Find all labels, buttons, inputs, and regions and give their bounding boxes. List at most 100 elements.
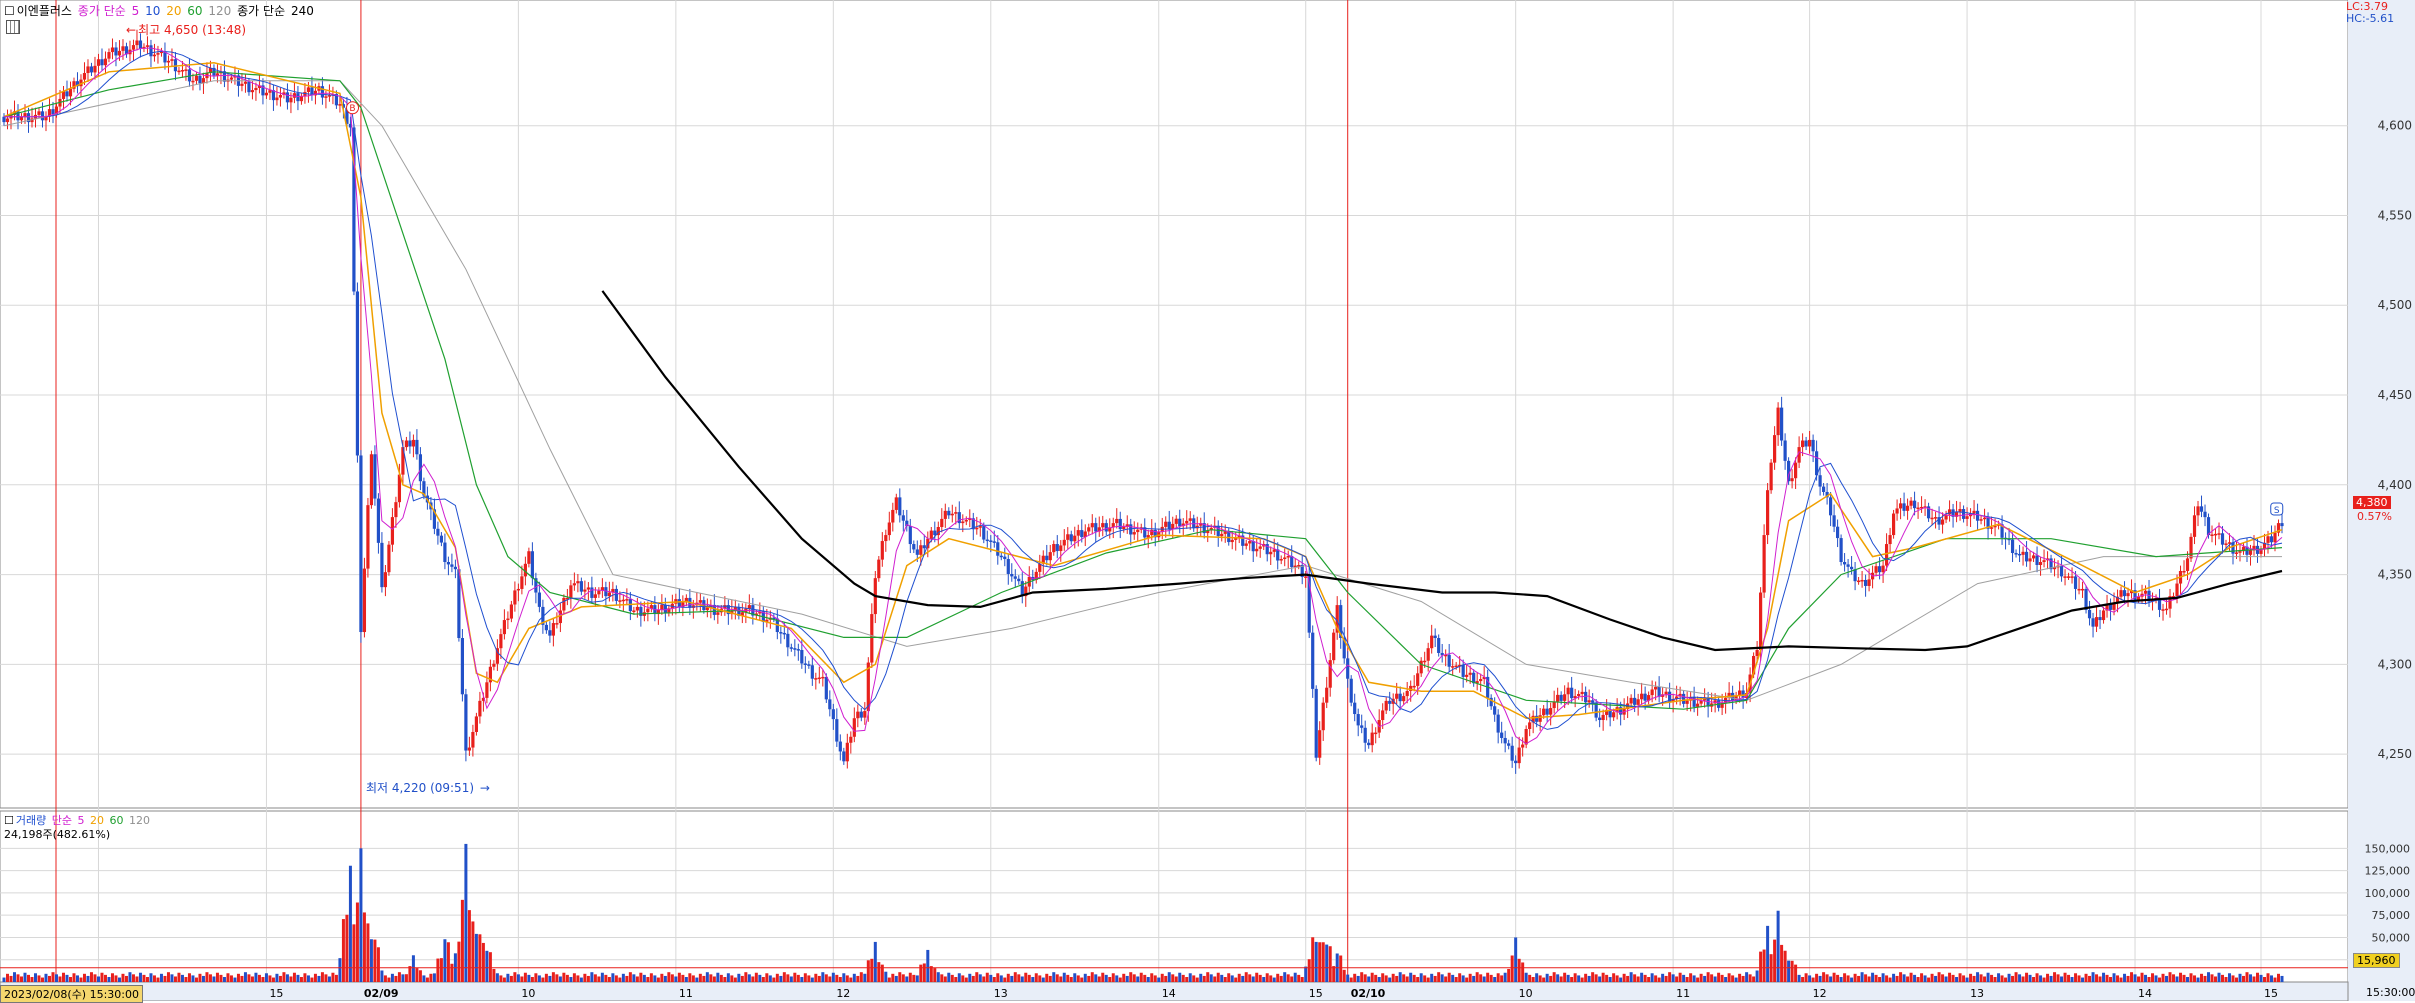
- volume-bar: [541, 977, 545, 982]
- candle-body: [859, 711, 863, 718]
- volume-tick-label: 50,000: [2372, 931, 2411, 944]
- volume-bar: [2133, 974, 2137, 982]
- candle-body: [1290, 556, 1294, 568]
- candle-body: [1835, 526, 1840, 539]
- candle-body: [47, 109, 52, 117]
- volume-bar: [2179, 972, 2183, 982]
- candle-body: [1433, 635, 1437, 639]
- volume-bar: [369, 939, 373, 982]
- volume-bar: [999, 975, 1003, 982]
- candle-body: [1132, 532, 1136, 535]
- candle-body: [1926, 506, 1931, 519]
- candle-body: [1972, 510, 1976, 514]
- volume-bar: [1458, 973, 1462, 982]
- candle-body: [1094, 523, 1098, 532]
- candle-body: [1356, 714, 1360, 726]
- candle-body: [184, 69, 188, 71]
- candle-body: [275, 97, 279, 101]
- volume-bar: [698, 973, 702, 982]
- volume-bar: [1083, 973, 1087, 982]
- volume-bar: [114, 975, 118, 982]
- volume-bar: [2214, 976, 2218, 982]
- candle-body: [23, 113, 27, 117]
- volume-bar: [821, 972, 825, 982]
- candle-body: [1367, 742, 1371, 746]
- volume-bar: [803, 973, 807, 982]
- volume-bar: [579, 977, 583, 982]
- candle-body: [1374, 732, 1378, 735]
- volume-bar: [1031, 977, 1035, 982]
- candle-body: [1696, 703, 1700, 707]
- candle-body: [2273, 532, 2277, 543]
- candle-body: [394, 502, 398, 518]
- volume-bar: [1811, 977, 1815, 982]
- candle-body: [985, 539, 989, 542]
- candle-body: [1685, 700, 1689, 704]
- volume-bar: [1699, 973, 1703, 982]
- candle-body: [1066, 534, 1070, 540]
- volume-legend-checkbox[interactable]: ☐: [4, 814, 14, 827]
- volume-bar: [1930, 973, 1934, 982]
- volume-bar: [691, 975, 695, 982]
- volume-bar: [926, 949, 930, 982]
- candle-body: [1790, 478, 1794, 482]
- volume-bar: [982, 976, 986, 982]
- candle-body: [1234, 537, 1238, 540]
- volume-bar: [2102, 972, 2106, 982]
- candle-body: [373, 454, 377, 499]
- candle-body: [327, 95, 332, 97]
- candle-body: [1073, 535, 1077, 542]
- candle-body: [926, 538, 930, 549]
- candle-body: [1759, 592, 1763, 650]
- candle-body: [1877, 566, 1882, 573]
- candle-body: [786, 633, 790, 648]
- volume-bar: [793, 972, 797, 982]
- volume-bar: [940, 974, 944, 982]
- buy-marker-icon: [346, 101, 360, 115]
- table-toggle-icon[interactable]: [6, 20, 20, 34]
- candle-body: [1895, 508, 1899, 514]
- volume-bar: [1577, 975, 1581, 982]
- price-legend-checkbox[interactable]: ☐: [4, 4, 15, 18]
- volume-bar: [254, 972, 258, 982]
- volume-bar: [1535, 973, 1539, 982]
- candle-body: [1349, 678, 1353, 703]
- candle-body: [2220, 533, 2225, 545]
- candle-body: [198, 75, 202, 84]
- volume-bar: [373, 939, 377, 982]
- candle-body: [1566, 687, 1570, 695]
- volume-bar: [436, 958, 440, 982]
- candle-body: [2059, 565, 2064, 577]
- candle-body: [2203, 511, 2207, 518]
- volume-bar: [2235, 977, 2239, 982]
- volume-bar: [1402, 974, 1406, 982]
- volume-bar: [1332, 966, 1336, 982]
- candle-body: [1909, 500, 1913, 506]
- volume-bar: [61, 972, 65, 982]
- volume-bar: [684, 977, 688, 982]
- candle-body: [712, 604, 716, 615]
- volume-bar: [1055, 974, 1059, 982]
- candle-body: [884, 535, 888, 542]
- volume-bar: [1283, 972, 1287, 982]
- volume-bar: [1937, 972, 1941, 982]
- volume-bar: [415, 968, 419, 982]
- volume-bar: [520, 976, 524, 982]
- volume-bar: [2186, 977, 2190, 982]
- volume-bar: [170, 974, 174, 982]
- candle-body: [880, 541, 884, 560]
- candle-body: [999, 555, 1003, 558]
- volume-bar: [2028, 974, 2032, 982]
- candle-body: [583, 589, 587, 592]
- candle-body: [2115, 596, 2120, 604]
- candle-body: [1384, 700, 1388, 711]
- volume-bar: [824, 974, 828, 982]
- candle-body: [1720, 702, 1724, 708]
- candle-body: [2245, 546, 2249, 555]
- candle-body: [450, 564, 454, 567]
- volume-bar: [1892, 973, 1896, 982]
- volume-bar: [572, 973, 576, 982]
- volume-bar: [324, 974, 328, 982]
- volume-bar: [1619, 977, 1623, 982]
